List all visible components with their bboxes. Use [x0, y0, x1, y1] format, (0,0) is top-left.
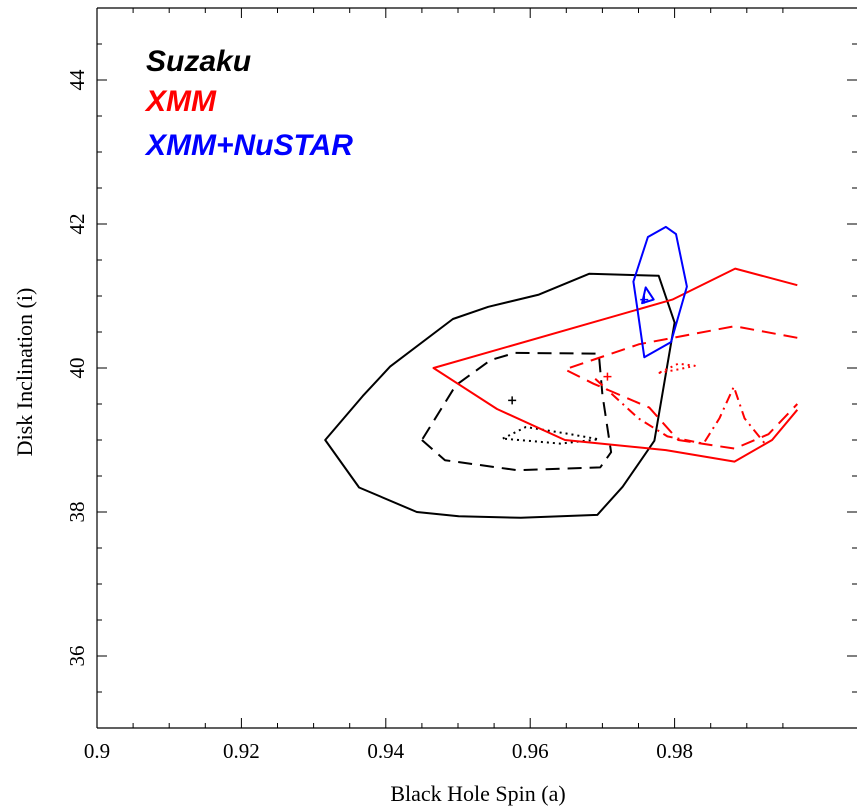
xmm-nustar-best-fit-marker — [640, 295, 649, 304]
x-tick-label: 0.94 — [367, 739, 404, 763]
x-tick-label: 0.98 — [656, 739, 693, 763]
y-tick-label: 40 — [65, 358, 89, 379]
xmm-nustar-solid-contour — [641, 286, 655, 305]
y-tick-label: 36 — [65, 646, 89, 667]
y-tick-label: 44 — [65, 69, 89, 91]
y-tick-label: 42 — [65, 214, 89, 235]
legend-entry-xmm-nustar: XMM+NuSTAR — [144, 129, 353, 162]
xmm-dashed-contour — [563, 325, 799, 450]
x-axis-label: Black Hole Spin (a) — [390, 781, 565, 806]
x-tick-label: 0.92 — [223, 739, 260, 763]
axis-ticks — [96, 7, 857, 729]
x-tick-labels: 0.9 0.92 0.94 0.96 0.98 — [84, 739, 693, 763]
best-fit-markers — [508, 295, 649, 405]
xmm-dashdot-contour — [594, 378, 766, 445]
xmm-solid-contour — [432, 267, 799, 463]
y-tick-label: 38 — [65, 502, 89, 523]
xmm-best-fit-marker — [603, 372, 612, 381]
x-tick-label: 0.9 — [84, 739, 110, 763]
legend-entry-xmm: XMM — [144, 85, 217, 118]
x-tick-label: 0.96 — [512, 739, 549, 763]
legend: Suzaku XMM XMM+NuSTAR — [144, 45, 353, 162]
suzaku-dashed-contour — [420, 351, 613, 472]
contour-layer — [324, 225, 799, 519]
suzaku-solid-contour — [324, 272, 676, 519]
y-axis-label: Disk Inclination (i) — [12, 288, 37, 457]
xmm-dotted-contour — [658, 362, 696, 374]
y-tick-labels: 36 38 40 42 44 — [65, 69, 89, 667]
xmm-nustar-solid-contour — [632, 225, 688, 359]
legend-entry-suzaku: Suzaku — [146, 45, 251, 78]
suzaku-best-fit-marker — [508, 396, 517, 405]
